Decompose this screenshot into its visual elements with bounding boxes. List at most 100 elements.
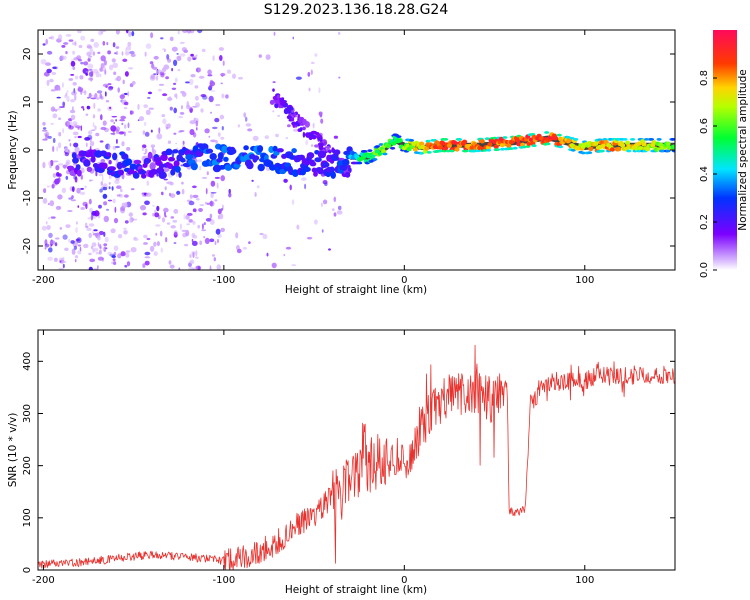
spectrogram-speckle [183,49,189,53]
spectrogram-ridge-halo [494,148,500,152]
spectrogram-ridge-blob [224,164,233,171]
spectrogram-speckle [142,212,147,216]
spectrogram-speckle [61,187,67,194]
spectrogram-speckle [238,76,243,80]
spectrogram-ridge-halo [372,158,378,161]
spectrogram-speckle [168,260,172,265]
spectrogram-ridge-blob [253,155,260,161]
spectrogram-speckle [214,117,220,123]
spectrogram-speckle [108,144,111,151]
spectrogram-ridge-blob [76,169,82,177]
spectrogram-speckle [169,192,171,197]
spectrogram-speckle [324,182,328,186]
spectrogram-speckle [163,168,169,173]
spectrogram-ridge-blob [133,159,142,165]
spectrogram-speckle [123,92,128,96]
spectrogram-speckle [160,72,166,76]
spectrogram-speckle [156,173,159,177]
spectrogram-speckle [88,266,93,270]
spectrogram-speckle [145,43,152,49]
spectrogram-speckle [48,247,53,253]
spectrogram-speckle [127,67,134,70]
spectrogram-speckle [254,192,257,197]
spectrogram-speckle [73,142,79,148]
spectrogram-speckle [98,204,102,209]
spectrogram-speckle [264,135,269,140]
spectrogram-speckle [86,51,91,57]
spectrogram-ridge-blob [223,156,229,162]
spectrogram-speckle [217,132,221,137]
spectrogram-speckle [142,144,147,149]
spectrogram-speckle [171,67,173,72]
spectrogram-speckle [123,230,128,235]
spectrogram-ridge-halo [512,146,518,150]
spectrogram-speckle [89,141,94,147]
spectrogram-ridge-blob [279,168,287,175]
spectrogram-speckle [199,204,205,206]
spectrogram-speckle [49,200,55,207]
spectrogram-speckle [266,252,269,257]
spectrogram-ridge-blob [190,162,198,171]
spectrogram-streak [298,116,305,120]
spectrogram-ridge-halo [545,142,551,146]
spectrogram-speckle [77,205,80,208]
spectrogram-speckle [85,142,88,148]
spectrogram-speckle [314,53,318,57]
spectrogram-speckle [87,217,91,220]
spectrogram-speckle [126,147,131,151]
spectrogram-ridge-blob [624,140,631,145]
spectrogram-ridge-blob [121,153,129,160]
spectrogram-speckle [195,120,199,127]
spectrogram-speckle [262,233,268,240]
spectrogram-speckle [195,102,200,108]
spectrogram-speckle [143,234,148,239]
spectrogram-speckle [155,232,158,236]
spectrogram-speckle [82,108,85,111]
snr-x-axis-label: Height of straight line (km) [285,584,427,596]
spectrogram-speckle [189,259,195,265]
spectrogram-speckle [57,108,61,111]
spectrogram-speckle [59,227,62,230]
spectrogram-speckle [137,103,140,110]
spectrogram-speckle [97,51,101,55]
spectrogram-speckle [285,137,289,140]
spectrogram-ridge-halo [622,138,628,141]
spectrogram-ridge-blob [493,144,499,149]
spectrogram-speckle [62,164,68,169]
spectrogram-speckle [201,229,207,232]
spectrogram-speckle [220,82,223,85]
spectrogram-speckle [127,41,132,47]
spectrogram-speckle [158,88,162,92]
spectrogram-speckle [188,78,194,86]
spectrogram-ridge-halo [419,151,425,155]
spectrogram-speckle [209,219,215,225]
spectrogram-ridge-blob [499,142,506,148]
spectrogram-speckle [115,119,117,122]
spectrogram-speckle [130,188,135,191]
spectrogram-speckle [94,125,97,130]
spectrogram-streak [344,171,351,178]
spectrogram-ridge-halo [502,136,508,139]
spectrogram-speckle [301,177,307,181]
spectrogram-speckle [185,214,190,220]
spectrogram-speckle [152,205,155,207]
spectrogram-speckle [72,82,77,86]
spectrogram-ridge-blob [105,152,112,157]
spectrogram-speckle [252,135,259,141]
spectrogram-speckle [247,128,253,132]
spectrogram-speckle [100,126,107,131]
spectrogram-speckle [117,253,122,259]
spectrogram-speckle [215,103,221,107]
spectrogram-streak [302,126,306,131]
spectrogram-speckle [144,131,150,137]
snr-x-tick-label: -200 [32,575,55,586]
spectrogram-speckle [153,55,159,60]
spectrogram-speckle [221,74,224,77]
snr-y-ticks: 0 100 200 300 400 [22,352,675,573]
spectrogram-speckle [205,201,208,205]
spectrogram-streak [327,150,331,153]
spectrogram-ridge-blob [306,152,315,159]
spectrogram-speckle [124,71,129,77]
spectrogram-speckle [210,90,216,92]
spectrogram-speckle [320,202,323,207]
